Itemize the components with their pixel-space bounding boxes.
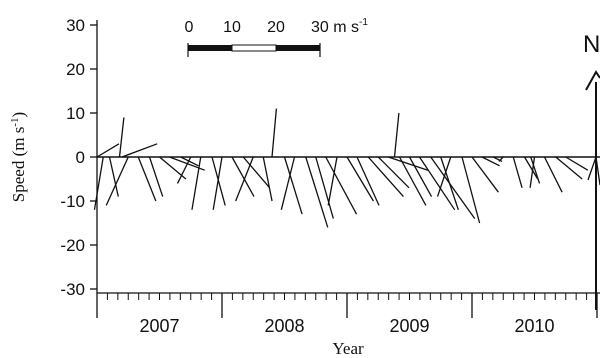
vector-stick	[262, 156, 273, 202]
year-label: 2009	[389, 316, 429, 336]
vector-sticks	[93, 108, 589, 228]
vector-stick	[388, 156, 429, 171]
year-label: 2008	[264, 316, 304, 336]
vector-stick	[93, 156, 104, 210]
scale-bar-segment-1	[231, 44, 277, 52]
scale-label-0: 0	[185, 19, 194, 36]
vector-stick	[565, 156, 589, 171]
vector-stick	[118, 117, 125, 158]
vector-stick	[283, 156, 303, 215]
vector-stick	[191, 156, 202, 210]
scale-bar-segment-0	[188, 45, 232, 51]
y-tick-label: 20	[66, 60, 85, 79]
vector-stick	[176, 156, 192, 184]
vector-stick	[430, 156, 476, 219]
vector-stick	[315, 156, 334, 219]
scale-bar-segment-2	[276, 45, 320, 51]
vector-stick	[356, 156, 380, 206]
vector-stick	[555, 156, 583, 180]
north-label: N	[583, 31, 600, 58]
y-tick-label: -10	[60, 192, 85, 211]
year-labels: 2007 2008 2009 2010	[139, 316, 554, 336]
vector-stick	[529, 156, 536, 188]
x-axis-label: Year	[332, 339, 364, 358]
vector-stick	[280, 156, 296, 210]
vector-stick	[377, 156, 410, 189]
vector-stick	[180, 156, 199, 167]
vector-stick	[418, 156, 456, 211]
vector-stick	[543, 156, 563, 193]
vector-stick	[367, 156, 404, 198]
vector-stick	[305, 156, 329, 228]
vector-stick	[436, 156, 452, 197]
vector-stick	[498, 156, 504, 162]
vector-stick	[346, 156, 374, 202]
y-axis-label: Speed (m s-1)	[9, 112, 28, 202]
vector-stick	[440, 156, 459, 211]
vector-stick	[523, 156, 539, 180]
y-tick-labels: 30 20 10 0 -10 -20 -30	[60, 16, 85, 299]
vector-stick	[242, 156, 271, 189]
scale-label-30: 30 m s-1	[311, 17, 368, 36]
north-marker-stick-a	[587, 156, 597, 181]
vector-stick	[512, 156, 523, 188]
y-tick-label: -30	[60, 280, 85, 299]
north-arrow-head	[585, 70, 600, 91]
vector-stick	[105, 156, 129, 206]
vector-stick	[325, 156, 358, 215]
scale-bar: 0 10 20 30 m s-1	[185, 17, 368, 57]
vector-stick	[398, 156, 427, 206]
y-tick-label: 10	[66, 104, 85, 123]
north-arrow: N	[583, 31, 600, 310]
scale-label-20: 20	[267, 19, 285, 36]
y-tick-label: 0	[76, 148, 85, 167]
vector-stick	[212, 156, 223, 210]
vector-stick	[231, 156, 255, 197]
scale-label-10: 10	[223, 19, 241, 36]
vector-stick	[461, 156, 481, 224]
north-marker-stick-b	[595, 156, 600, 186]
x-ticks	[96, 293, 598, 318]
vector-stick	[235, 156, 254, 202]
year-label: 2010	[514, 316, 554, 336]
vector-stick	[271, 108, 278, 158]
vector-stick	[121, 143, 158, 158]
vector-stick	[471, 156, 499, 193]
vector-stick	[492, 156, 503, 162]
year-label: 2007	[139, 316, 179, 336]
vector-stick	[530, 156, 541, 184]
y-tick-label: -20	[60, 236, 85, 255]
y-ticks	[90, 24, 97, 290]
vector-stick	[393, 112, 400, 158]
vector-stick	[148, 156, 164, 197]
vector-stick	[327, 156, 338, 206]
vector-stick	[96, 143, 120, 158]
y-tick-label: 30	[66, 16, 85, 35]
vector-stick	[408, 156, 433, 197]
vector-stick	[108, 156, 119, 197]
vector-stick	[481, 156, 500, 167]
vector-stick	[137, 156, 157, 202]
